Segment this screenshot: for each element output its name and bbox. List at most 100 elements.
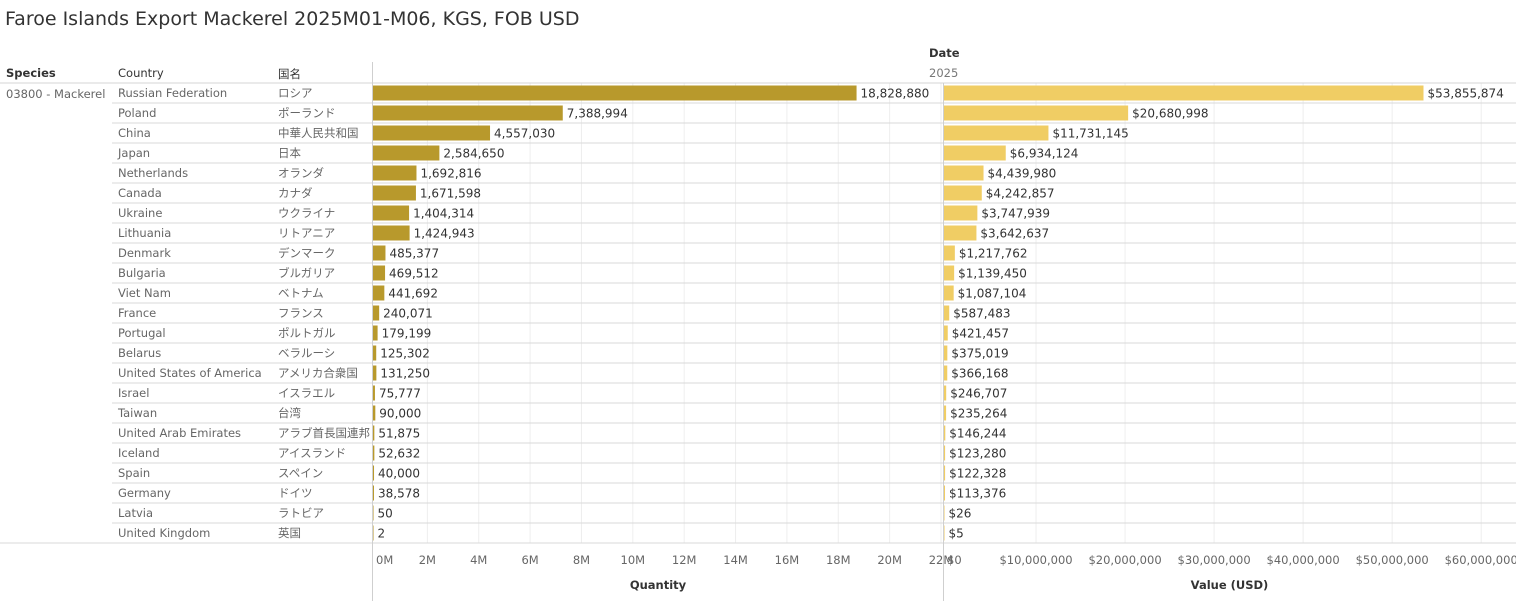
country-label: France: [118, 306, 156, 320]
value-bar: [944, 165, 984, 181]
country-label: Belarus: [118, 346, 161, 360]
country-label: Poland: [118, 106, 156, 120]
country-label: Latvia: [118, 506, 153, 520]
quantity-data-label: 469,512: [389, 267, 439, 281]
value-axis-title: Value (USD): [1191, 578, 1269, 592]
quantity-bar: [373, 205, 410, 221]
country-label: China: [118, 126, 151, 140]
quantity-tick-label: 8M: [573, 553, 590, 567]
quantity-data-label: 52,632: [378, 447, 420, 461]
country-jp-label: ブルガリア: [278, 266, 335, 280]
country-label: Viet Nam: [118, 286, 171, 300]
value-data-label: $113,376: [949, 487, 1006, 501]
quantity-bar: [373, 145, 440, 161]
value-data-label: $1,217,762: [959, 247, 1028, 261]
value-data-label: $26: [949, 507, 972, 521]
value-bar: [944, 405, 947, 421]
country-jp-label: ベトナム: [278, 286, 324, 300]
country-jp-label: 中華人民共和国: [278, 126, 359, 140]
value-data-label: $3,642,637: [980, 227, 1049, 241]
value-bar: [944, 485, 946, 501]
value-bar: [944, 325, 948, 341]
value-data-label: $1,139,450: [958, 267, 1027, 281]
country-jp-label: スペイン: [278, 466, 323, 480]
value-bar: [944, 305, 950, 321]
year-header: 2025: [929, 66, 959, 80]
value-bar: [944, 465, 946, 481]
quantity-bar: [373, 165, 417, 181]
quantity-bar: [373, 465, 375, 481]
country-jp-label: カナダ: [278, 186, 313, 200]
quantity-axis-title: Quantity: [630, 578, 687, 592]
value-data-label: $4,242,857: [986, 187, 1055, 201]
value-bar: [944, 285, 954, 301]
quantity-tick-label: 0M: [376, 553, 393, 567]
value-bar: [944, 445, 946, 461]
quantity-data-label: 1,424,943: [414, 227, 475, 241]
quantity-tick-label: 18M: [826, 553, 851, 567]
value-tick-label: $10,000,000: [999, 553, 1072, 567]
value-bar: [944, 345, 948, 361]
quantity-data-label: 240,071: [383, 307, 433, 321]
quantity-bar: [373, 485, 374, 501]
quantity-bar: [373, 265, 386, 281]
quantity-data-label: 40,000: [378, 467, 420, 481]
country-jp-label: 英国: [278, 526, 301, 540]
quantity-bar: [373, 365, 377, 381]
value-data-label: $6,934,124: [1010, 147, 1079, 161]
quantity-tick-label: 20M: [877, 553, 902, 567]
quantity-tick-label: 6M: [521, 553, 538, 567]
country-jp-label: ロシア: [278, 86, 313, 100]
quantity-data-label: 38,578: [378, 487, 420, 501]
country-jp-label: フランス: [278, 306, 324, 320]
country-jp-label: アメリカ合衆国: [278, 366, 358, 380]
quantity-data-label: 7,388,994: [567, 107, 628, 121]
value-data-label: $122,328: [949, 467, 1006, 481]
country-jp-label: ラトビア: [278, 506, 324, 520]
quantity-bar: [373, 305, 380, 321]
value-data-label: $3,747,939: [981, 207, 1050, 221]
quantity-bar: [373, 405, 376, 421]
value-bar: [944, 85, 1424, 101]
country-jp-label: オランダ: [278, 166, 324, 180]
value-tick-label: $60,000,000: [1445, 553, 1516, 567]
value-data-label: $4,439,980: [988, 167, 1057, 181]
value-bar: [944, 145, 1006, 161]
country-jp-label: 日本: [278, 146, 301, 160]
value-data-label: $421,457: [952, 327, 1009, 341]
country-label: Israel: [118, 386, 149, 400]
value-data-label: $1,087,104: [958, 287, 1027, 301]
quantity-data-label: 75,777: [379, 387, 421, 401]
country-jp-label: デンマーク: [278, 246, 336, 260]
value-data-label: $146,244: [949, 427, 1006, 441]
country-label: Iceland: [118, 446, 160, 460]
quantity-bar: [373, 125, 491, 141]
quantity-bar: [373, 245, 386, 261]
value-tick-label: $30,000,000: [1178, 553, 1251, 567]
country-jp-label: イスラエル: [278, 386, 335, 400]
value-bar: [944, 425, 946, 441]
quantity-bar: [373, 225, 410, 241]
value-bar: [944, 525, 945, 541]
quantity-data-label: 1,692,816: [420, 167, 481, 181]
quantity-tick-label: 4M: [470, 553, 487, 567]
quantity-bar: [373, 345, 377, 361]
species-value: 03800 - Mackerel: [6, 87, 106, 101]
value-bar: [944, 505, 945, 521]
quantity-bar: [373, 445, 375, 461]
quantity-data-label: 125,302: [380, 347, 430, 361]
country-label: Canada: [118, 186, 162, 200]
value-data-label: $53,855,874: [1427, 87, 1503, 101]
quantity-data-label: 2: [378, 527, 386, 541]
country-label: United States of America: [118, 366, 262, 380]
country-jp-label: ポルトガル: [278, 326, 336, 340]
country-label: Denmark: [118, 246, 171, 260]
country-label: Spain: [118, 466, 150, 480]
country-label: Taiwan: [117, 406, 157, 420]
quantity-data-label: 1,671,598: [420, 187, 481, 201]
quantity-tick-label: 14M: [723, 553, 748, 567]
country-jp-label: リトアニア: [278, 226, 335, 240]
quantity-data-label: 179,199: [382, 327, 432, 341]
country-label: Portugal: [118, 326, 166, 340]
